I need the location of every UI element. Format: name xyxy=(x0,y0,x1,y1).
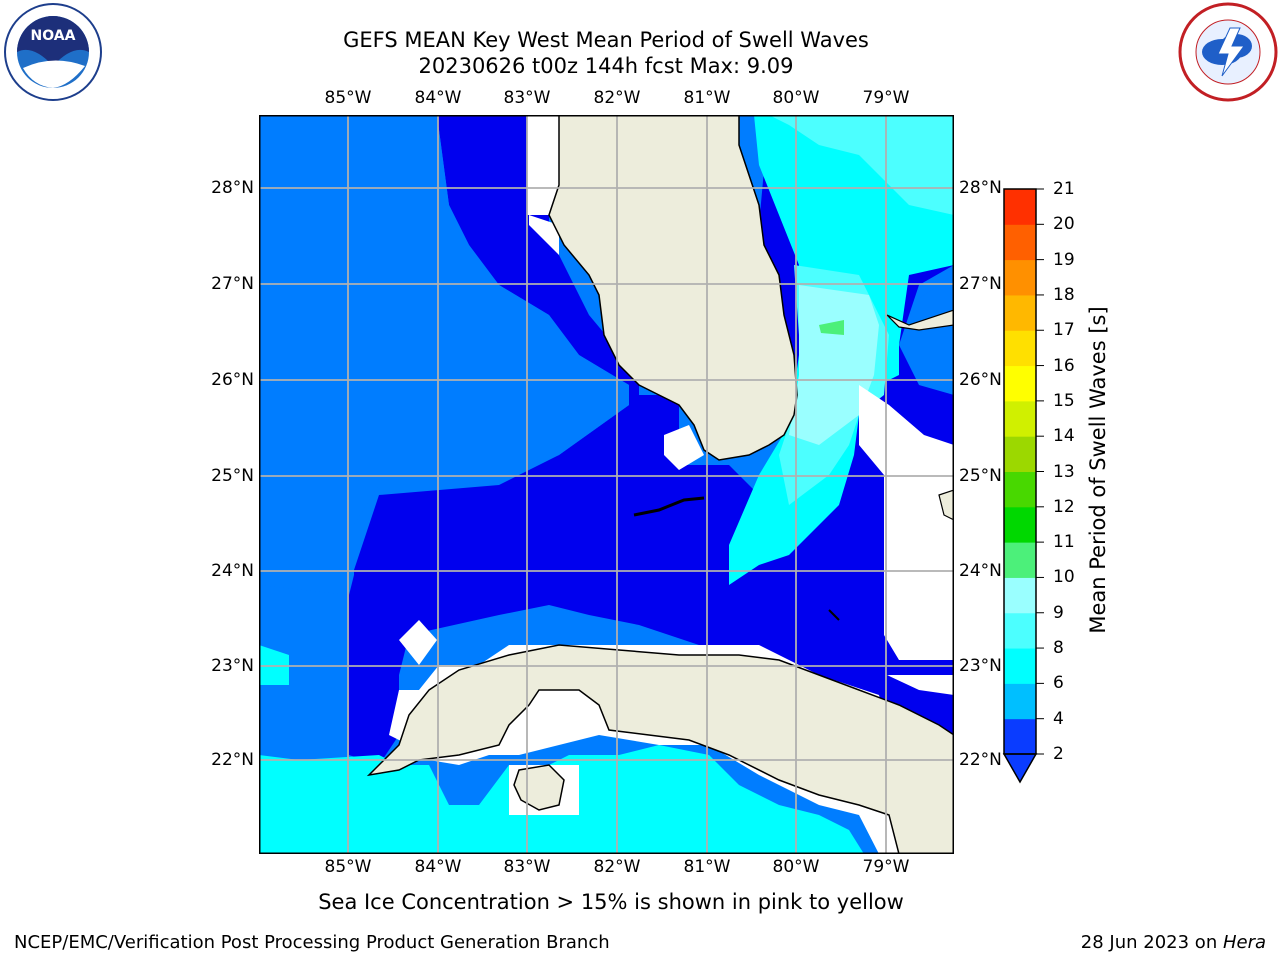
lon-label-top: 80°W xyxy=(772,88,820,108)
colorbar-tick-label: 13 xyxy=(1053,461,1075,482)
map-frame xyxy=(259,115,954,854)
colorbar-band xyxy=(1004,365,1036,402)
lon-label-top: 79°W xyxy=(862,88,910,108)
colorbar-tick-label: 12 xyxy=(1053,496,1075,517)
lat-label-left: 26°N xyxy=(211,370,254,390)
nws-logo xyxy=(1178,2,1278,102)
lat-label-right: 27°N xyxy=(959,274,1002,294)
light-cyan-region xyxy=(769,115,954,215)
colorbar-tick-label: 2 xyxy=(1053,744,1064,764)
lat-label-left: 28°N xyxy=(211,178,254,198)
noaa-logo-text: NOAA xyxy=(31,28,76,44)
graticule xyxy=(259,115,954,854)
colorbar-tick-label: 18 xyxy=(1053,284,1075,305)
pale-cyan-region xyxy=(789,285,879,445)
lat-label-left: 25°N xyxy=(211,466,254,486)
colorbar-tick-label: 6 xyxy=(1053,673,1064,694)
lon-label-bottom: 80°W xyxy=(772,857,820,877)
colorbar-band xyxy=(1004,471,1036,508)
lat-label-left: 27°N xyxy=(211,274,254,294)
lat-label-right: 24°N xyxy=(959,561,1002,581)
florida-land xyxy=(548,115,798,461)
colorbar-band xyxy=(1004,436,1036,472)
colorbar-extend-arrow xyxy=(1002,753,1038,784)
lon-label-top: 84°W xyxy=(414,88,462,108)
lon-label-bottom: 83°W xyxy=(503,857,551,877)
colorbar-tick-label: 19 xyxy=(1053,249,1075,270)
colorbar-band xyxy=(1004,683,1036,720)
lat-label-right: 25°N xyxy=(959,466,1002,486)
footer-date: 28 Jun 2023 on Hera xyxy=(1081,932,1266,953)
chart-title-line1: GEFS MEAN Key West Mean Period of Swell … xyxy=(343,28,869,52)
lon-label-bottom: 82°W xyxy=(593,857,641,877)
colorbar-tick-label: 8 xyxy=(1053,638,1064,659)
colorbar-tick-label: 21 xyxy=(1053,179,1075,199)
lat-label-right: 26°N xyxy=(959,370,1002,390)
colorbar-tick-label: 14 xyxy=(1053,426,1075,447)
colorbar-band xyxy=(1004,612,1036,649)
chart-title-line2: 20230626 t00z 144h fcst Max: 9.09 xyxy=(418,54,794,78)
footer-date-text: 28 Jun 2023 on xyxy=(1080,932,1223,953)
colorbar-tick-label: 4 xyxy=(1053,708,1064,729)
lat-label-left: 22°N xyxy=(211,750,254,770)
colorbar-band xyxy=(1004,400,1036,437)
colorbar-tick-label: 11 xyxy=(1053,532,1075,553)
footer-branch: NCEP/EMC/Verification Post Processing Pr… xyxy=(14,932,610,953)
colorbar-band xyxy=(1004,330,1036,367)
colorbar-band xyxy=(1004,542,1036,578)
colorbar-tick-label: 16 xyxy=(1053,355,1075,376)
lat-label-right: 28°N xyxy=(959,178,1002,198)
cuba-land xyxy=(366,644,954,854)
colorbar-band xyxy=(1004,648,1036,684)
colorbar-tick-label: 9 xyxy=(1053,602,1064,623)
swell-period-map xyxy=(259,115,954,854)
colorbar-band xyxy=(1004,224,1036,261)
lat-label-left: 24°N xyxy=(211,561,254,581)
sea-ice-note: Sea Ice Concentration > 15% is shown in … xyxy=(318,890,904,914)
colorbar-band xyxy=(1004,718,1036,755)
colorbar-tick-label: 17 xyxy=(1053,320,1075,341)
lon-label-bottom: 79°W xyxy=(862,857,910,877)
no-data-area xyxy=(527,115,559,215)
colorbar xyxy=(1002,188,1044,784)
colorbar-tick-label: 10 xyxy=(1053,567,1075,588)
lon-label-top: 85°W xyxy=(324,88,372,108)
noaa-logo: NOAA xyxy=(4,3,102,101)
lon-label-bottom: 81°W xyxy=(683,857,731,877)
colorbar-band xyxy=(1004,506,1036,543)
lon-label-bottom: 84°W xyxy=(414,857,462,877)
lon-label-bottom: 85°W xyxy=(324,857,372,877)
footer-host: Hera xyxy=(1222,932,1266,953)
colorbar-tick-label: 15 xyxy=(1053,390,1075,411)
colorbar-band xyxy=(1004,294,1036,331)
lon-label-top: 83°W xyxy=(503,88,551,108)
lat-label-left: 23°N xyxy=(211,656,254,676)
lon-label-top: 82°W xyxy=(593,88,641,108)
lon-label-top: 81°W xyxy=(683,88,731,108)
colorbar-label: Mean Period of Swell Waves [s] xyxy=(1086,306,1110,634)
colorbar-band xyxy=(1004,577,1036,614)
lat-label-right: 22°N xyxy=(959,750,1002,770)
colorbar-band xyxy=(1004,259,1036,296)
green-patch xyxy=(819,320,844,335)
colorbar-band xyxy=(1004,189,1036,225)
lat-label-right: 23°N xyxy=(959,656,1002,676)
colorbar-frame xyxy=(1003,188,1037,755)
colorbar-tick-label: 20 xyxy=(1053,214,1075,235)
